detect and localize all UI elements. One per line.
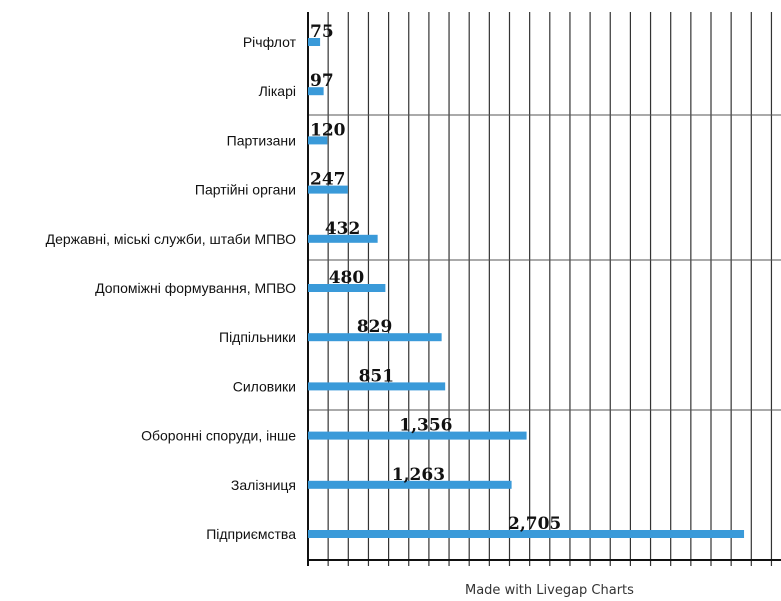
value-label-7: 829 xyxy=(357,317,393,337)
footer-credit: Made with Livegap Charts xyxy=(465,583,634,598)
value-label-6: 480 xyxy=(329,268,365,288)
value-label-8: 851 xyxy=(359,366,395,386)
value-label-9: 1,356 xyxy=(399,416,452,436)
value-label-3: 120 xyxy=(310,120,346,140)
category-label-5: Державні, міські служби, штаби МПВО xyxy=(46,231,296,247)
category-label-2: Лікарі xyxy=(259,83,296,99)
bar-10 xyxy=(308,480,512,489)
bar-8 xyxy=(308,382,446,391)
category-label-9: Оборонні споруди, інше xyxy=(141,428,296,444)
bar-7 xyxy=(308,333,442,342)
category-label-8: Силовики xyxy=(233,378,296,394)
bar-4 xyxy=(308,185,348,194)
bar-5 xyxy=(308,234,378,243)
category-label-7: Підпільники xyxy=(219,329,296,345)
bar-1 xyxy=(308,38,321,46)
bar-3 xyxy=(308,136,328,145)
bar-9 xyxy=(308,431,527,440)
value-label-5: 432 xyxy=(325,219,361,239)
value-label-11: 2,705 xyxy=(508,514,561,534)
value-label-4: 247 xyxy=(310,170,346,190)
value-label-10: 1,263 xyxy=(392,465,445,485)
bar-6 xyxy=(308,284,386,292)
category-label-1: Річфлот xyxy=(243,34,297,50)
category-label-6: Допоміжні формування, МПВО xyxy=(95,280,296,296)
category-label-10: Залізниця xyxy=(231,477,296,493)
value-label-2: 97 xyxy=(310,71,334,91)
bar-2 xyxy=(308,87,324,96)
value-label-1: 75 xyxy=(310,22,334,42)
bar-11 xyxy=(308,530,745,538)
category-label-4: Партійні органи xyxy=(195,182,296,198)
category-label-11: Підприємства xyxy=(206,526,296,542)
category-label-3: Партизани xyxy=(227,132,296,148)
